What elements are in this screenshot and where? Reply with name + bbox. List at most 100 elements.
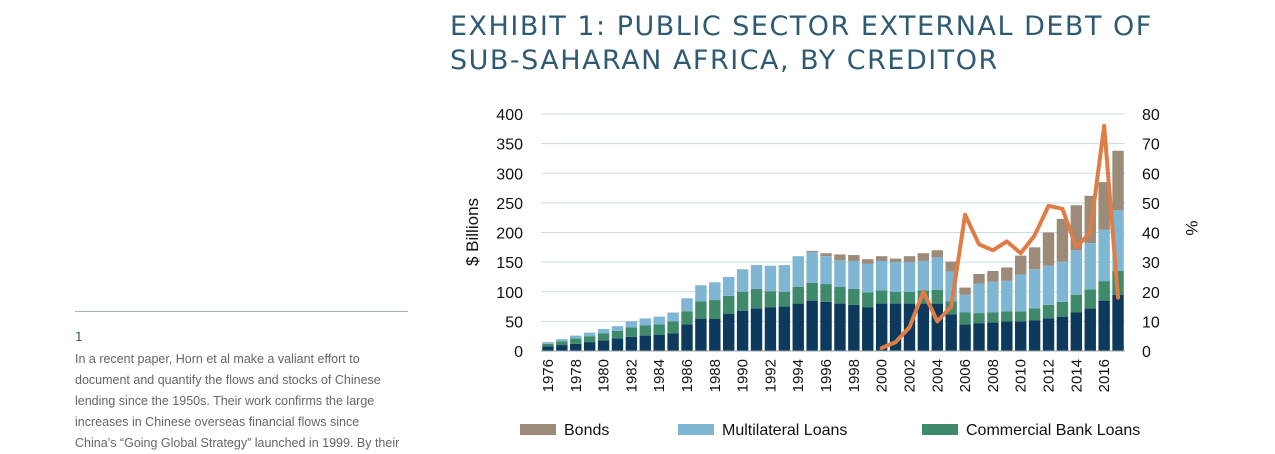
bar-segment-multilateral [1001,280,1013,312]
bar-segment-bilateral [695,319,707,351]
footnote-number: 1 [75,330,83,344]
bar-segment-bonds [1015,255,1027,275]
bar-segment-bonds [875,256,888,261]
bar-segment-commercial [611,330,624,339]
bar-segment-commercial [1042,304,1055,319]
bar-segment-multilateral [583,332,596,337]
bar-segment-bilateral [764,307,777,351]
bar-segment-commercial [542,343,554,347]
bar-segment-commercial [625,327,638,337]
bar-segment-bonds [848,255,860,261]
bar-segment-commercial [848,288,860,305]
legend-swatch-bonds [520,424,556,435]
bar-segment-bilateral [542,346,554,351]
x-tick-label: 2006 [957,359,974,392]
bar-segment-bilateral [987,322,999,351]
bar-segment-bilateral [611,338,624,351]
bar-segment-commercial [695,301,707,319]
bar-segment-bilateral [806,300,818,351]
bar-segment-bonds [889,258,902,263]
bar-segment-multilateral [597,329,610,334]
bar-segment-bonds [806,250,818,253]
bar-segment-bilateral [875,303,888,351]
bar-segment-bilateral [556,345,568,351]
bar-segment-multilateral [709,282,721,301]
bar-segment-commercial [806,282,818,301]
bar-segment-commercial [764,291,777,308]
bar-segment-bilateral [653,335,665,351]
bar-segment-bilateral [1042,318,1055,351]
bar-segment-multilateral [611,326,624,331]
bar-segment-commercial [681,311,693,325]
y2-tick-label: 30 [1142,255,1160,272]
y2-tick-label: 0 [1142,344,1151,361]
bar-segment-bonds [973,273,985,284]
x-tick-label: 1986 [679,359,696,392]
x-tick-label: 1978 [568,359,585,392]
bar-segment-commercial [778,291,791,307]
y-tick-label: 50 [505,314,523,331]
bar-segment-commercial [723,295,735,314]
x-tick-label: 2002 [902,359,919,392]
bar-segment-bilateral [917,303,930,351]
bar-segment-bilateral [667,333,679,351]
bar-segment-commercial [667,321,679,334]
bar-segment-multilateral [1112,209,1124,272]
bar-segment-multilateral [681,298,693,312]
y-tick-label: 250 [496,196,523,213]
bar-segment-bonds [945,261,957,272]
bar-segment-commercial [1084,289,1096,309]
bar-segment-bonds [1070,205,1083,251]
bar-segment-bilateral [723,313,735,351]
legend-swatch-multilateral [678,424,714,435]
bar-segment-multilateral [903,262,916,292]
y-tick-label: 300 [496,166,523,183]
bar-segment-bilateral [931,303,943,351]
grid-lines [541,113,1125,322]
bar-segment-commercial [1015,311,1027,322]
x-tick-label: 1994 [790,359,807,392]
bar-segment-multilateral [862,263,874,293]
bar-segment-commercial [583,336,596,343]
x-tick-label: 1984 [651,359,668,392]
exhibit-title-line1: EXHIBIT 1: PUBLIC SECTOR EXTERNAL DEBT O… [450,11,1153,42]
legend-label-bonds: Bonds [564,422,609,439]
bar-segment-commercial [820,284,832,302]
bar-segment-multilateral [806,252,818,283]
y2-axis-title: % [1182,220,1201,235]
bar-segment-bonds [987,271,999,282]
x-tick-label: 1982 [623,359,640,392]
bar-segment-commercial [792,287,804,304]
bar-segment-commercial [556,341,568,346]
bar-segment-multilateral [1042,265,1055,305]
bar-segment-bilateral [1070,312,1083,351]
bar-segment-multilateral [792,256,804,288]
x-tick-label: 1990 [735,359,752,392]
bar-segment-multilateral [653,316,665,325]
footnote-text: In a recent paper, Horn et al make a val… [75,352,400,450]
bar-segment-bilateral [820,301,832,351]
bar-segment-commercial [1028,308,1041,321]
bar-segment-multilateral [556,339,568,342]
bar-segment-commercial [959,312,971,325]
bar-segment-multilateral [625,321,638,328]
bar-segment-bilateral [597,340,610,351]
bar-segment-commercial [736,291,749,311]
bar-segment-bonds [1098,182,1110,230]
x-tick-label: 2000 [874,359,891,392]
bar-segment-bilateral [583,342,596,351]
bar-segment-bilateral [736,310,749,351]
bar-segment-multilateral [917,260,930,291]
bar-segment-commercial [987,312,999,323]
axes: $ Billions % 050100150200250300350400010… [463,107,1201,392]
legend: Bonds Multilateral Loans Commercial Bank L… [520,422,1140,439]
x-tick-label: 2008 [985,359,1002,392]
x-tick-label: 1976 [540,359,557,392]
bar-segment-multilateral [987,281,999,313]
bar-segment-multilateral [1015,274,1027,312]
y-tick-label: 150 [496,255,523,272]
y-tick-label: 0 [514,344,523,361]
bar-segment-commercial [889,291,902,304]
x-tick-label: 1980 [596,359,613,392]
bar-segment-bonds [959,287,971,295]
